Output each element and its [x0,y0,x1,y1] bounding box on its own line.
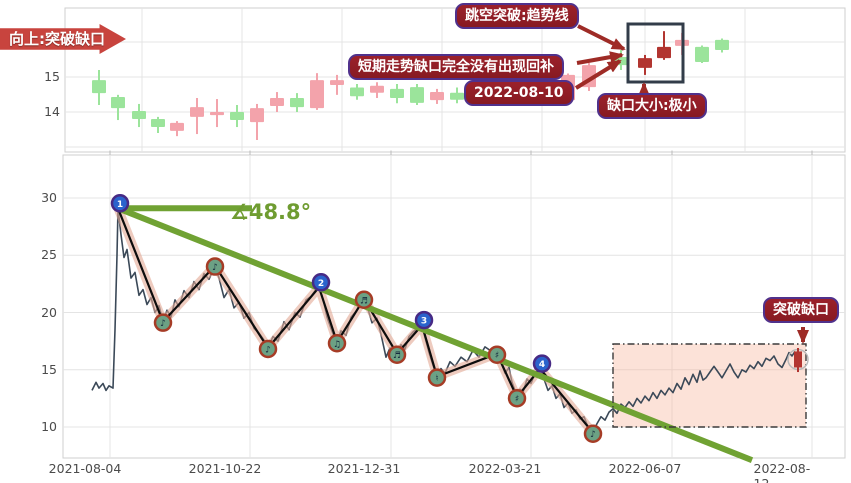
note-marker[interactable]: ♪ [258,339,278,359]
candle [230,112,244,121]
candle [695,46,709,62]
wave-marker-4[interactable]: 4 [532,354,552,373]
wave-marker-2[interactable]: 2 [311,273,331,292]
note-marker[interactable]: ♬ [387,345,407,364]
note-marker[interactable]: ♯ [507,388,527,408]
note-marker[interactable]: ♮ [427,368,447,387]
bottom-y-tick-label: 30 [41,190,57,205]
candle [430,92,444,101]
top-y-tick-label: 14 [44,104,60,119]
breakout-gap-label[interactable]: 突破缺口 [763,297,839,323]
candle [92,80,106,94]
wave-marker-1[interactable]: 1 [110,194,130,213]
breakout-candle[interactable] [794,351,802,368]
trend-line-diagonal[interactable] [116,205,754,463]
note-marker[interactable]: ♪ [153,313,173,332]
breakout-zone-border [612,343,807,428]
direction-banner[interactable]: 向上:突破缺口 [0,24,126,54]
svg-text:♯: ♯ [515,395,519,405]
svg-text:4: 4 [539,360,545,370]
candle [657,46,671,59]
wave-marker-3[interactable]: 3 [414,310,434,330]
svg-text:♬: ♬ [393,351,401,361]
top-y-tick-label: 15 [44,69,60,84]
tooltip-gap-size[interactable]: 缺口大小:极小 [597,93,707,119]
gap-highlight-box [626,22,685,84]
annotation-arrow [576,51,624,65]
note-marker[interactable]: ♪ [205,257,225,276]
x-tick-label: 2022-06-07 [608,461,682,476]
note-marker[interactable]: ♯ [487,345,507,364]
x-tick-label: 2022-03-21 [468,461,542,476]
candle [638,58,652,68]
direction-banner-label: 向上:突破缺口 [9,30,105,48]
candle [370,85,384,93]
svg-text:♪: ♪ [212,263,218,273]
note-marker[interactable]: ♬ [354,290,374,310]
candle [170,122,184,131]
breakout-zone [613,343,806,427]
tooltip-gap-date[interactable]: 2022-08-10 [464,80,574,106]
x-tick-label: 2021-10-22 [188,461,262,476]
annotation-arrow [574,59,622,90]
bottom-y-tick-label: 20 [41,304,57,320]
trendline-angle-label: ∡48.8° [230,200,312,224]
tooltip-gap-breakout-trendline[interactable]: 跳空突破:趋势线 [455,3,579,29]
candle [450,92,464,100]
candle [190,107,204,117]
candle [151,119,165,128]
bottom-y-tick-label: 25 [41,247,57,263]
candle [210,112,224,116]
tooltip-gap-not-backfilled[interactable]: 短期走势缺口完全没有出现回补 [348,54,564,80]
candle [330,80,344,86]
candle [410,87,424,103]
candle [310,80,324,109]
x-tick-label: 2022-08-12 [753,461,811,483]
candle [250,108,264,123]
svg-text:♪: ♪ [265,345,271,355]
candle [270,98,284,107]
x-tick-label: 2021-08-04 [48,461,122,476]
note-marker[interactable]: ♪ [583,424,603,443]
svg-text:♬: ♬ [360,296,368,306]
candle [132,110,146,119]
annotation-arrow [577,24,626,51]
bottom-y-tick-label: 10 [41,419,57,434]
svg-text:1: 1 [117,200,123,210]
svg-text:2: 2 [318,279,324,289]
svg-text:♪: ♪ [590,430,596,440]
candles-group [92,31,729,140]
svg-text:♫: ♫ [333,340,341,350]
note-marker[interactable]: ♫ [327,334,347,353]
candle [390,88,404,98]
bottom-y-tick-label: 15 [41,361,57,377]
candle [715,39,729,51]
svg-text:3: 3 [421,317,427,327]
x-tick-label: 2021-12-31 [327,461,401,476]
svg-text:♯: ♯ [495,351,499,361]
svg-text:♪: ♪ [160,319,166,329]
svg-text:♮: ♮ [435,374,438,384]
candle [350,87,364,97]
candle [111,96,125,109]
candle [290,98,304,108]
